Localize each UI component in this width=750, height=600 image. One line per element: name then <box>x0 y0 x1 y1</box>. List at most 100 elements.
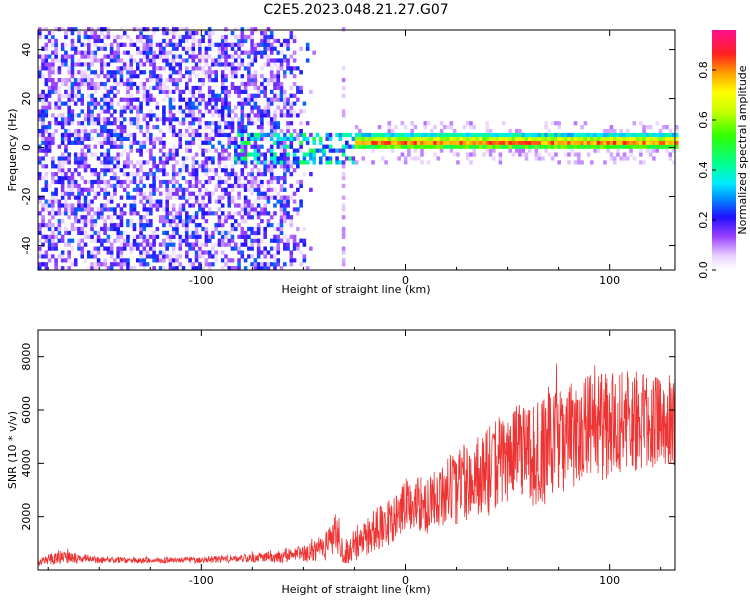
heatmap-cell <box>136 85 140 91</box>
heatmap-cell <box>207 148 212 153</box>
heatmap-cell <box>224 168 228 173</box>
heatmap-cell <box>247 78 251 83</box>
heatmap-cell <box>103 42 107 47</box>
heatmap-cell <box>113 34 117 40</box>
heatmap-cell <box>175 54 179 59</box>
heatmap-cell <box>211 70 215 75</box>
heatmap-cell <box>207 89 212 94</box>
heatmap-cell <box>289 105 294 110</box>
heatmap-cell <box>227 156 232 161</box>
heatmap-cell <box>67 152 71 157</box>
heatmap-cell <box>171 30 176 36</box>
heatmap-cell <box>292 156 297 161</box>
heatmap-cell <box>149 156 153 161</box>
heatmap-cell <box>260 89 264 94</box>
heatmap-cell <box>191 234 196 239</box>
heatmap-cell <box>87 121 91 126</box>
heatmap-cell <box>269 152 274 157</box>
heatmap-cell <box>299 128 303 134</box>
heatmap-cell <box>642 128 646 134</box>
heatmap-cell <box>273 254 277 259</box>
heatmap-cell <box>93 30 98 36</box>
heatmap-cell <box>550 136 555 141</box>
heatmap-cell <box>126 85 130 91</box>
heatmap-cell <box>93 101 98 106</box>
heatmap-cell <box>296 187 300 192</box>
heatmap-cell <box>132 246 137 251</box>
heatmap-cell <box>116 152 120 157</box>
heatmap-cell <box>109 199 114 204</box>
heatmap-cell <box>155 254 160 259</box>
heatmap-cell <box>237 250 241 255</box>
heatmap-cell <box>273 109 277 114</box>
heatmap-cell <box>38 27 42 32</box>
heatmap-cell <box>129 160 134 165</box>
heatmap-cell <box>109 175 114 181</box>
heatmap-cell <box>234 179 238 185</box>
heatmap-cell <box>122 203 127 208</box>
heatmap-cell <box>139 109 143 114</box>
heatmap-cell <box>648 132 653 138</box>
heatmap-cell <box>227 136 232 141</box>
heatmap-cell <box>390 128 395 134</box>
heatmap-cell <box>220 54 225 59</box>
heatmap-cell <box>472 125 477 130</box>
colorbar-label: Normalized spectral amplitude <box>736 65 749 234</box>
heatmap-cell <box>171 81 176 87</box>
heatmap-cell <box>44 187 49 192</box>
heatmap-cell <box>116 125 120 130</box>
heatmap-cell <box>44 128 49 134</box>
heatmap-cell <box>407 132 411 138</box>
heatmap-cell <box>322 148 326 153</box>
heatmap-cell <box>47 89 52 94</box>
heatmap-cell <box>93 34 98 40</box>
heatmap-cell <box>273 234 277 239</box>
heatmap-cell <box>227 113 232 118</box>
heatmap-cell <box>286 113 290 118</box>
heatmap-cell <box>668 156 673 161</box>
heatmap-cell <box>70 179 75 185</box>
heatmap-cell <box>41 242 45 247</box>
heatmap-cell <box>240 219 245 224</box>
heatmap-cell <box>469 132 473 138</box>
heatmap-cell <box>247 203 251 208</box>
heatmap-cell <box>70 113 75 118</box>
heatmap-cell <box>188 34 192 40</box>
heatmap-cell <box>149 187 153 192</box>
heatmap-cell <box>616 140 620 145</box>
heatmap-cell <box>234 203 238 208</box>
heatmap-cell <box>191 172 196 177</box>
heatmap-cell <box>273 152 277 157</box>
heatmap-cell <box>194 222 199 228</box>
heatmap-cell <box>149 54 153 59</box>
heatmap-cell <box>250 27 254 32</box>
heatmap-cell <box>116 246 120 251</box>
heatmap-cell <box>155 234 160 239</box>
heatmap-cell <box>207 132 212 138</box>
heatmap-cell <box>256 85 261 91</box>
heatmap-cell <box>256 113 261 118</box>
heatmap-cell <box>165 211 169 216</box>
heatmap-cell <box>449 148 454 153</box>
heatmap-cell <box>289 222 294 228</box>
heatmap-cell <box>443 136 447 141</box>
heatmap-cell <box>145 136 150 141</box>
heatmap-cell <box>83 203 88 208</box>
heatmap-cell <box>260 38 264 44</box>
heatmap-cell <box>51 242 55 247</box>
heatmap-cell <box>80 128 85 134</box>
heatmap-cell <box>60 121 65 126</box>
heatmap-cell <box>220 191 225 196</box>
heatmap-cell <box>230 215 235 220</box>
heatmap-cell <box>38 128 42 134</box>
heatmap-cell <box>299 160 303 165</box>
heatmap-cell <box>80 207 85 212</box>
heatmap-cell <box>449 144 454 149</box>
heatmap-cell <box>175 46 179 51</box>
heatmap-cell <box>41 58 45 63</box>
heatmap-cell <box>96 58 101 63</box>
heatmap-cell <box>139 85 143 91</box>
heatmap-cell <box>168 242 173 247</box>
heatmap-cell <box>671 136 676 141</box>
heatmap-cell <box>165 215 169 220</box>
